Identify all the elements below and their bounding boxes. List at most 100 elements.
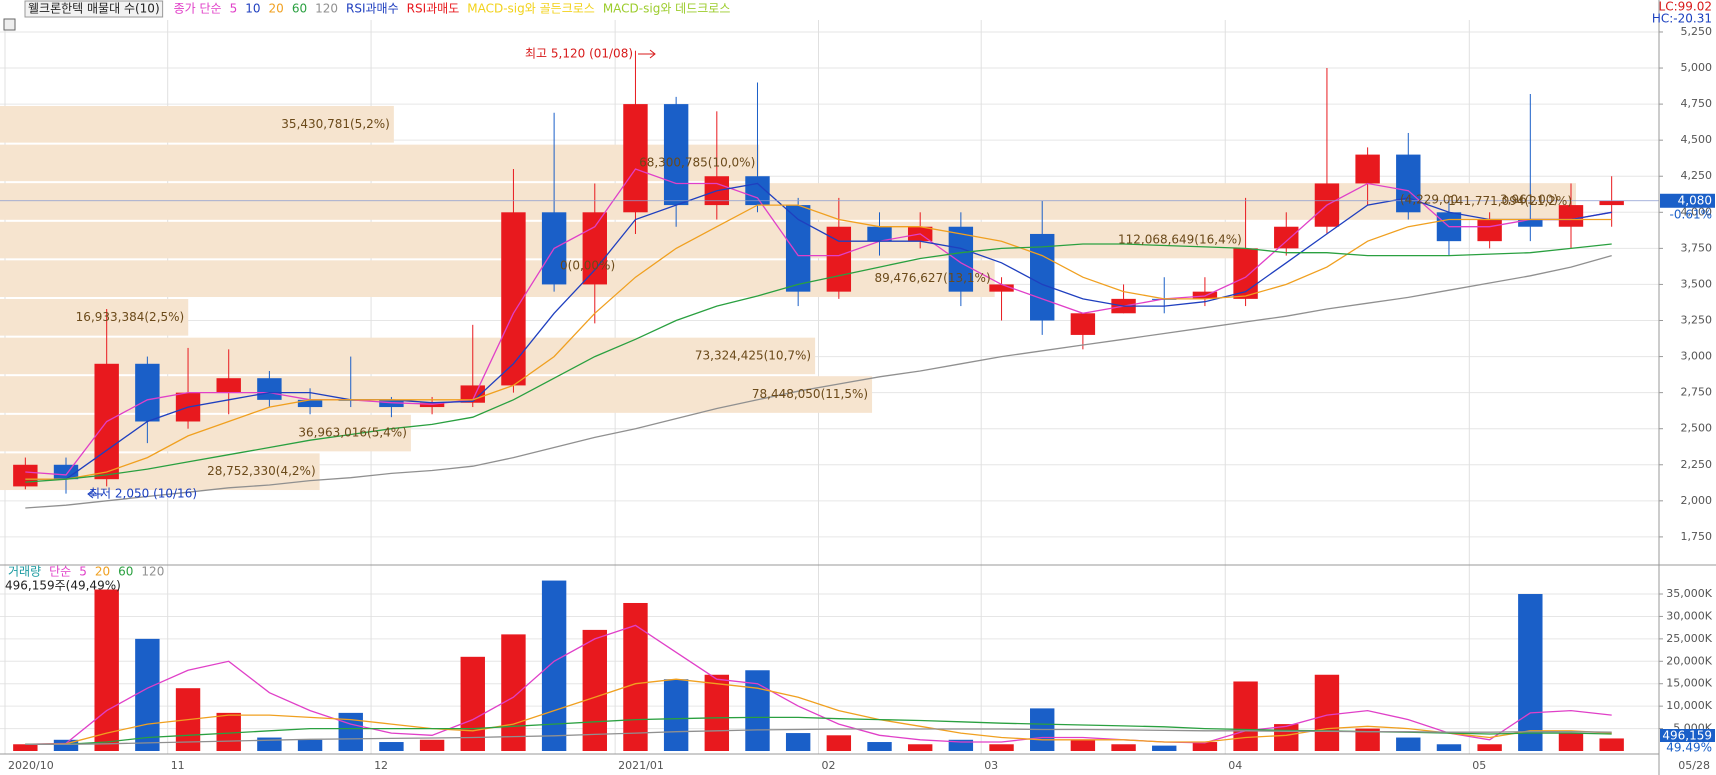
legend-title: 거래량: [8, 565, 41, 579]
volume-bar: [948, 739, 974, 751]
legend-box: [24, 0, 164, 18]
indicator-lc: LC:99.02: [1659, 0, 1712, 14]
x-tick-label: 2020/10: [8, 759, 54, 772]
data-layer: [0, 50, 1659, 751]
candle-body: [623, 104, 648, 213]
candle-body: [1518, 219, 1543, 227]
volume-profile-label: 68,300,785(10,0%): [639, 155, 755, 169]
y-tick-label: 4,500: [1681, 133, 1713, 146]
y-tick-label: 2,750: [1681, 386, 1713, 399]
volume-profile-label: 78,448,050(11,5%): [752, 387, 868, 401]
annotation-arrow: [638, 49, 656, 59]
last-date: 05/28: [1678, 759, 1710, 772]
volume-bar: [53, 739, 79, 751]
legend-label: 단순: [49, 565, 71, 579]
ma-line: [25, 728, 1612, 745]
volume-profile-label: 35,430,781(5,2%): [281, 117, 390, 131]
candle-body: [582, 212, 607, 285]
volume-bar: [216, 712, 241, 751]
annotation-profile: 0(0,00%): [560, 259, 615, 273]
ma-line: [25, 168, 1612, 476]
legend-label: 종가 단순: [174, 2, 222, 16]
candle-body: [135, 363, 160, 422]
candle-body: [1599, 200, 1624, 206]
volume-profile-bar: [0, 337, 816, 375]
volume-bar: [135, 638, 160, 751]
candle-body: [948, 226, 974, 292]
volume-bar: [297, 739, 323, 751]
volume-ratio: 49.49%: [1666, 741, 1712, 755]
volume-bar: [1314, 674, 1340, 751]
ma-line: [25, 182, 1612, 480]
annotation-high: 최고 5,120 (01/08): [525, 47, 633, 61]
volume-bar: [1396, 737, 1421, 751]
legend-item: MACD-sig와 데드크로스: [603, 2, 731, 16]
legend-item: 20: [269, 2, 284, 16]
volume-bar: [501, 634, 526, 751]
x-tick-label: 12: [374, 759, 388, 772]
x-tick-label: 11: [171, 759, 185, 772]
candle-body: [257, 378, 282, 400]
legend-item: RSI과매도: [407, 2, 460, 16]
candle-body: [1396, 154, 1421, 213]
volume-profile-label: 16,933,384(2,5%): [76, 310, 185, 324]
y-tick-label: 4,250: [1681, 169, 1713, 182]
volume-bar: [1233, 681, 1258, 751]
volume-profile-label: 28,752,330(4,2%): [207, 464, 316, 478]
x-tick-label: 2021/01: [618, 759, 664, 772]
y-tick-label: 4,000: [1681, 205, 1713, 218]
volume-bar: [704, 674, 730, 751]
y-tick-label: 2,000: [1681, 494, 1713, 507]
legend-title: 웰크론한텍 매물대 수(10): [28, 2, 160, 16]
volume-profile-bar: [0, 221, 1246, 259]
settings-icon[interactable]: [3, 18, 16, 31]
volume-bar: [1070, 739, 1096, 751]
y-tick-label: 5,000: [1681, 61, 1713, 74]
candle-body: [1355, 154, 1380, 184]
candle-body: [989, 284, 1014, 292]
volume-bar: [1436, 744, 1462, 751]
ma-line: [25, 243, 1612, 483]
legend-item: 60: [118, 565, 133, 579]
candle-body: [501, 212, 526, 386]
volume-bar: [1599, 738, 1624, 751]
y-tick-label: 3,750: [1681, 241, 1713, 254]
volume-tag-label: 496,159: [1662, 729, 1712, 743]
legend-item: 5: [230, 2, 238, 16]
volume-bar: [989, 744, 1014, 751]
volume-bar: [907, 744, 933, 751]
candle-body: [867, 226, 892, 242]
candle-body: [1030, 233, 1055, 321]
volume-profile-bar: [0, 376, 873, 413]
volume-profile-label: 141,771,094(21,2%): [1448, 194, 1572, 208]
candle-body: [1558, 205, 1584, 227]
volume-bar: [94, 589, 119, 751]
legend-item: RSI과매수: [346, 2, 399, 16]
candle-body: [1233, 248, 1258, 299]
x-tick-label: 02: [822, 759, 836, 772]
candle-body: [13, 464, 38, 487]
legend-item: 10: [245, 2, 260, 16]
y-tick-label: 5,250: [1681, 25, 1713, 38]
legend-item: 5: [79, 565, 87, 579]
annotation-range: 3,961,00): [1500, 193, 1558, 207]
y-tick-label: 4,750: [1681, 97, 1713, 110]
volume-profile-label: 89,476,627(13,1%): [874, 271, 990, 285]
price-tag: [1660, 193, 1715, 208]
annotation-low: 최저 2,050 (10/16): [89, 487, 197, 501]
volume-bar: [1558, 733, 1584, 751]
volume-bar: [1192, 742, 1218, 751]
volume-profile-label: 112,068,649(16,4%): [1118, 233, 1242, 247]
y-tick-label: 3,500: [1681, 277, 1713, 290]
legend-item: 120: [315, 2, 338, 16]
indicator-hc: HC:-20.31: [1652, 12, 1712, 26]
volume-profile-bar: [0, 105, 394, 143]
x-tick-label: 04: [1228, 759, 1242, 772]
volume-profile-bar: [0, 414, 411, 452]
legend-item: 20: [95, 565, 110, 579]
legend-item: MACD-sig와 골든크로스: [467, 2, 595, 16]
volume-profile-label: 36,963,016(5,4%): [298, 426, 407, 440]
y-tick-label: 20,000K: [1666, 654, 1712, 667]
